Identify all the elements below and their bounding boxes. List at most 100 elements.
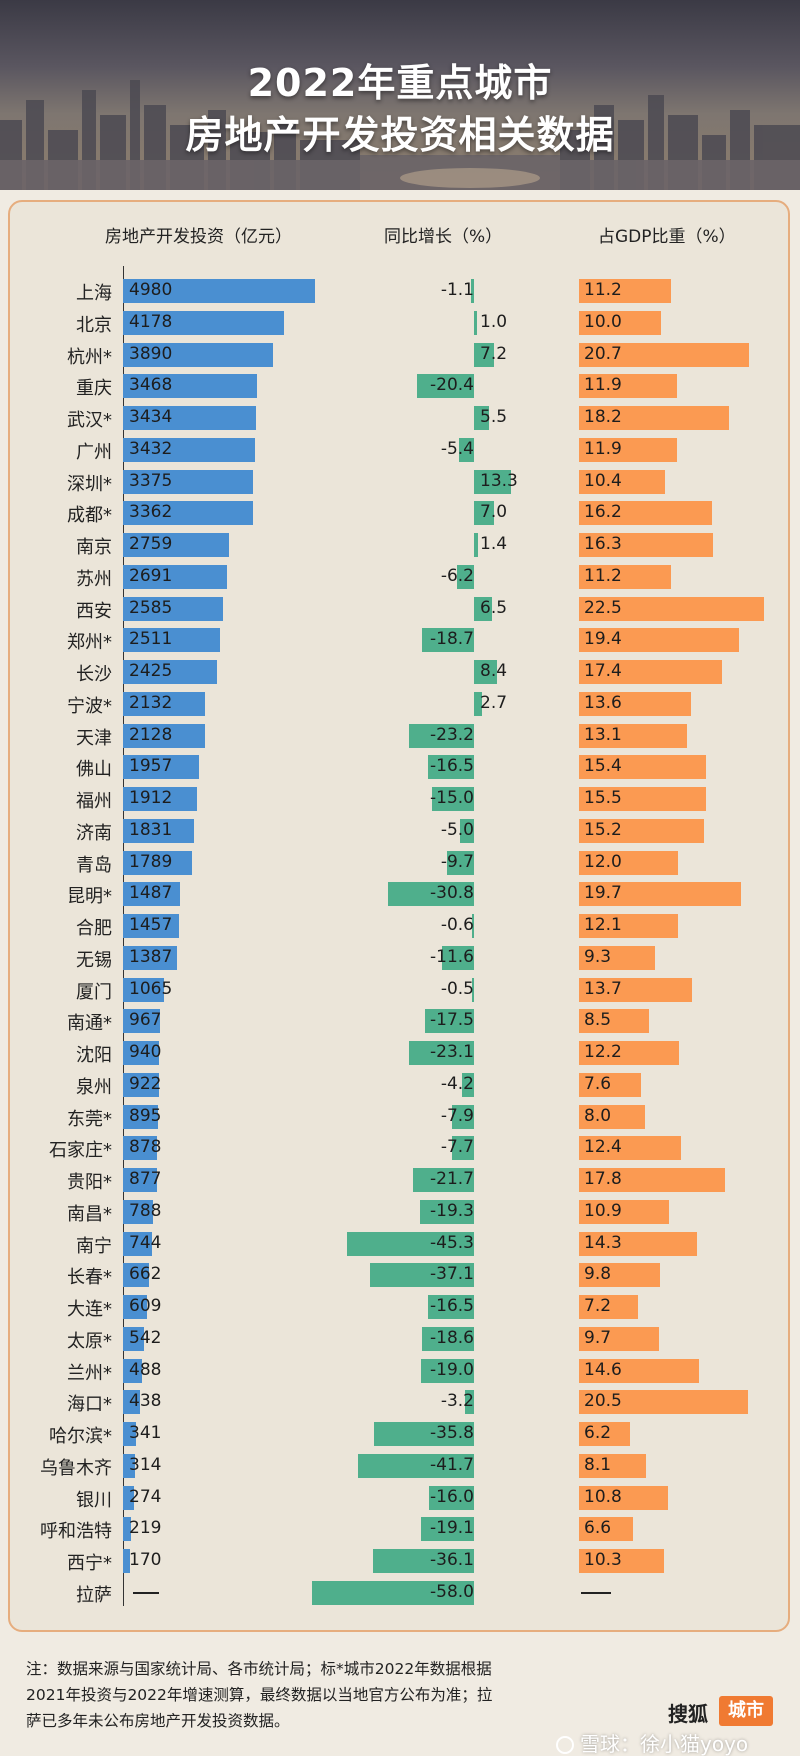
investment-bar xyxy=(123,1168,157,1192)
table-row: 深圳* 3375 13.3 10.4 xyxy=(0,466,800,498)
gdp-share-value: 6.6 xyxy=(584,1518,612,1539)
header-banner: 2022年重点城市 房地产开发投资相关数据 xyxy=(0,0,800,190)
table-row: 北京 4178 1.0 10.0 xyxy=(0,307,800,339)
investment-value: 1912 xyxy=(129,788,173,808)
investment-value: 542 xyxy=(129,1327,162,1348)
growth-bar xyxy=(474,342,495,367)
growth-bar xyxy=(452,1136,474,1161)
growth-value: -16.0 xyxy=(430,1486,474,1507)
table-row: 宁波* 2132 2.7 13.6 xyxy=(0,688,800,720)
growth-value: 13.3 xyxy=(480,470,518,491)
gdp-share-bar xyxy=(579,1263,660,1288)
growth-bar xyxy=(470,279,474,303)
growth-value: -45.3 xyxy=(430,1232,474,1253)
growth-value: -21.7 xyxy=(430,1169,474,1189)
gdp-share-value: 14.6 xyxy=(584,1359,622,1380)
growth-bar xyxy=(357,1453,474,1478)
growth-value: 7.0 xyxy=(480,502,508,523)
city-label: 南京 xyxy=(76,537,112,558)
gdp-share-value: 11.9 xyxy=(584,438,622,459)
table-row: 沈阳 940 -23.1 12.2 xyxy=(0,1037,800,1069)
city-label: 拉萨 xyxy=(76,1584,112,1606)
snowball-icon xyxy=(556,1736,574,1754)
investment-value: 922 xyxy=(129,1073,162,1094)
growth-bar xyxy=(427,755,474,780)
city-label: 厦门 xyxy=(76,981,112,1003)
gdp-share-value: 12.2 xyxy=(584,1042,622,1062)
gdp-share-bar xyxy=(579,437,677,462)
city-label: 佛山 xyxy=(76,759,112,781)
investment-value: 1487 xyxy=(129,883,173,904)
investment-bar xyxy=(123,1326,144,1351)
gdp-share-bar xyxy=(579,1517,634,1542)
investment-bar xyxy=(123,1358,142,1383)
investment-bar xyxy=(123,628,220,653)
table-row: 长沙 2425 8.4 17.4 xyxy=(0,656,800,688)
table-row: 杭州* 3890 7.2 20.7 xyxy=(0,339,800,371)
gdp-share-bar xyxy=(579,1136,681,1161)
city-label: 福州 xyxy=(76,791,112,812)
city-label: 郑州* xyxy=(67,632,112,654)
table-row: 大连* 609 -16.5 7.2 xyxy=(0,1291,800,1323)
city-label: 西安 xyxy=(76,600,112,622)
growth-value: -20.4 xyxy=(430,375,474,396)
watermark: 雪球：徐小猫yoyo xyxy=(556,1734,748,1754)
gdp-share-bar xyxy=(579,1104,645,1129)
gdp-share-value: 8.5 xyxy=(584,1010,612,1031)
growth-bar xyxy=(472,977,474,1002)
growth-value: -0.5 xyxy=(440,978,474,999)
table-row: 银川 274 -16.0 10.8 xyxy=(0,1482,800,1514)
investment-bar xyxy=(123,1517,132,1542)
growth-bar xyxy=(373,1549,474,1573)
city-label: 南宁 xyxy=(76,1235,112,1257)
city-label: 天津 xyxy=(76,727,112,749)
investment-value: 1831 xyxy=(129,819,173,840)
investment-value: 314 xyxy=(129,1454,162,1475)
growth-bar xyxy=(474,501,494,526)
table-row: 呼和浩特 219 -19.1 6.6 xyxy=(0,1513,800,1545)
table-row: 太原* 542 -18.6 9.7 xyxy=(0,1323,800,1355)
investment-bar xyxy=(123,691,206,716)
city-label: 武汉* xyxy=(67,410,112,431)
city-label: 长沙 xyxy=(76,664,112,685)
investment-value: 1387 xyxy=(129,946,173,967)
investment-value: 895 xyxy=(129,1105,162,1126)
investment-bar xyxy=(123,850,193,875)
growth-value: -4.2 xyxy=(440,1073,474,1094)
city-label: 重庆 xyxy=(76,378,112,400)
growth-bar xyxy=(420,1517,474,1542)
growth-value: -30.8 xyxy=(430,883,474,904)
gdp-share-value: 20.7 xyxy=(584,343,622,364)
investment-value: 967 xyxy=(129,1010,162,1031)
growth-value: -41.7 xyxy=(430,1454,474,1475)
footnote: 注：数据来源与国家统计局、各市统计局；标*城市2022年数据根据 2021年投资… xyxy=(26,1656,586,1734)
growth-bar xyxy=(456,564,474,589)
growth-bar xyxy=(441,945,474,970)
gdp-share-value: 13.6 xyxy=(584,692,622,713)
gdp-share-value: 13.7 xyxy=(584,978,622,999)
table-row: 西宁* 170 -36.1 10.3 xyxy=(0,1545,800,1577)
gdp-share-value: 7.2 xyxy=(584,1296,612,1316)
gdp-share-bar xyxy=(579,310,662,335)
column-header-gdp: 占GDP比重（%） xyxy=(598,227,736,247)
table-row: 南宁 744 -45.3 14.3 xyxy=(0,1228,800,1260)
gdp-share-bar xyxy=(579,1041,680,1065)
investment-bar xyxy=(123,1072,159,1097)
growth-bar xyxy=(474,469,512,494)
growth-bar xyxy=(409,723,474,748)
gdp-share-bar xyxy=(579,564,672,589)
growth-bar xyxy=(451,1104,474,1129)
investment-value: 1789 xyxy=(129,851,173,872)
gdp-share-value: 17.8 xyxy=(584,1169,622,1189)
city-label: 北京 xyxy=(76,314,112,336)
growth-bar xyxy=(347,1231,474,1256)
growth-bar xyxy=(474,660,498,684)
footnote-line: 注：数据来源与国家统计局、各市统计局；标*城市2022年数据根据 xyxy=(26,1660,492,1678)
gdp-share-bar xyxy=(579,533,714,557)
growth-bar xyxy=(409,1041,474,1065)
growth-bar xyxy=(422,1326,474,1351)
gdp-share-value: 8.1 xyxy=(584,1454,612,1475)
growth-bar xyxy=(387,882,474,907)
gdp-share-bar xyxy=(579,1168,726,1192)
table-row: 长春* 662 -37.1 9.8 xyxy=(0,1259,800,1291)
